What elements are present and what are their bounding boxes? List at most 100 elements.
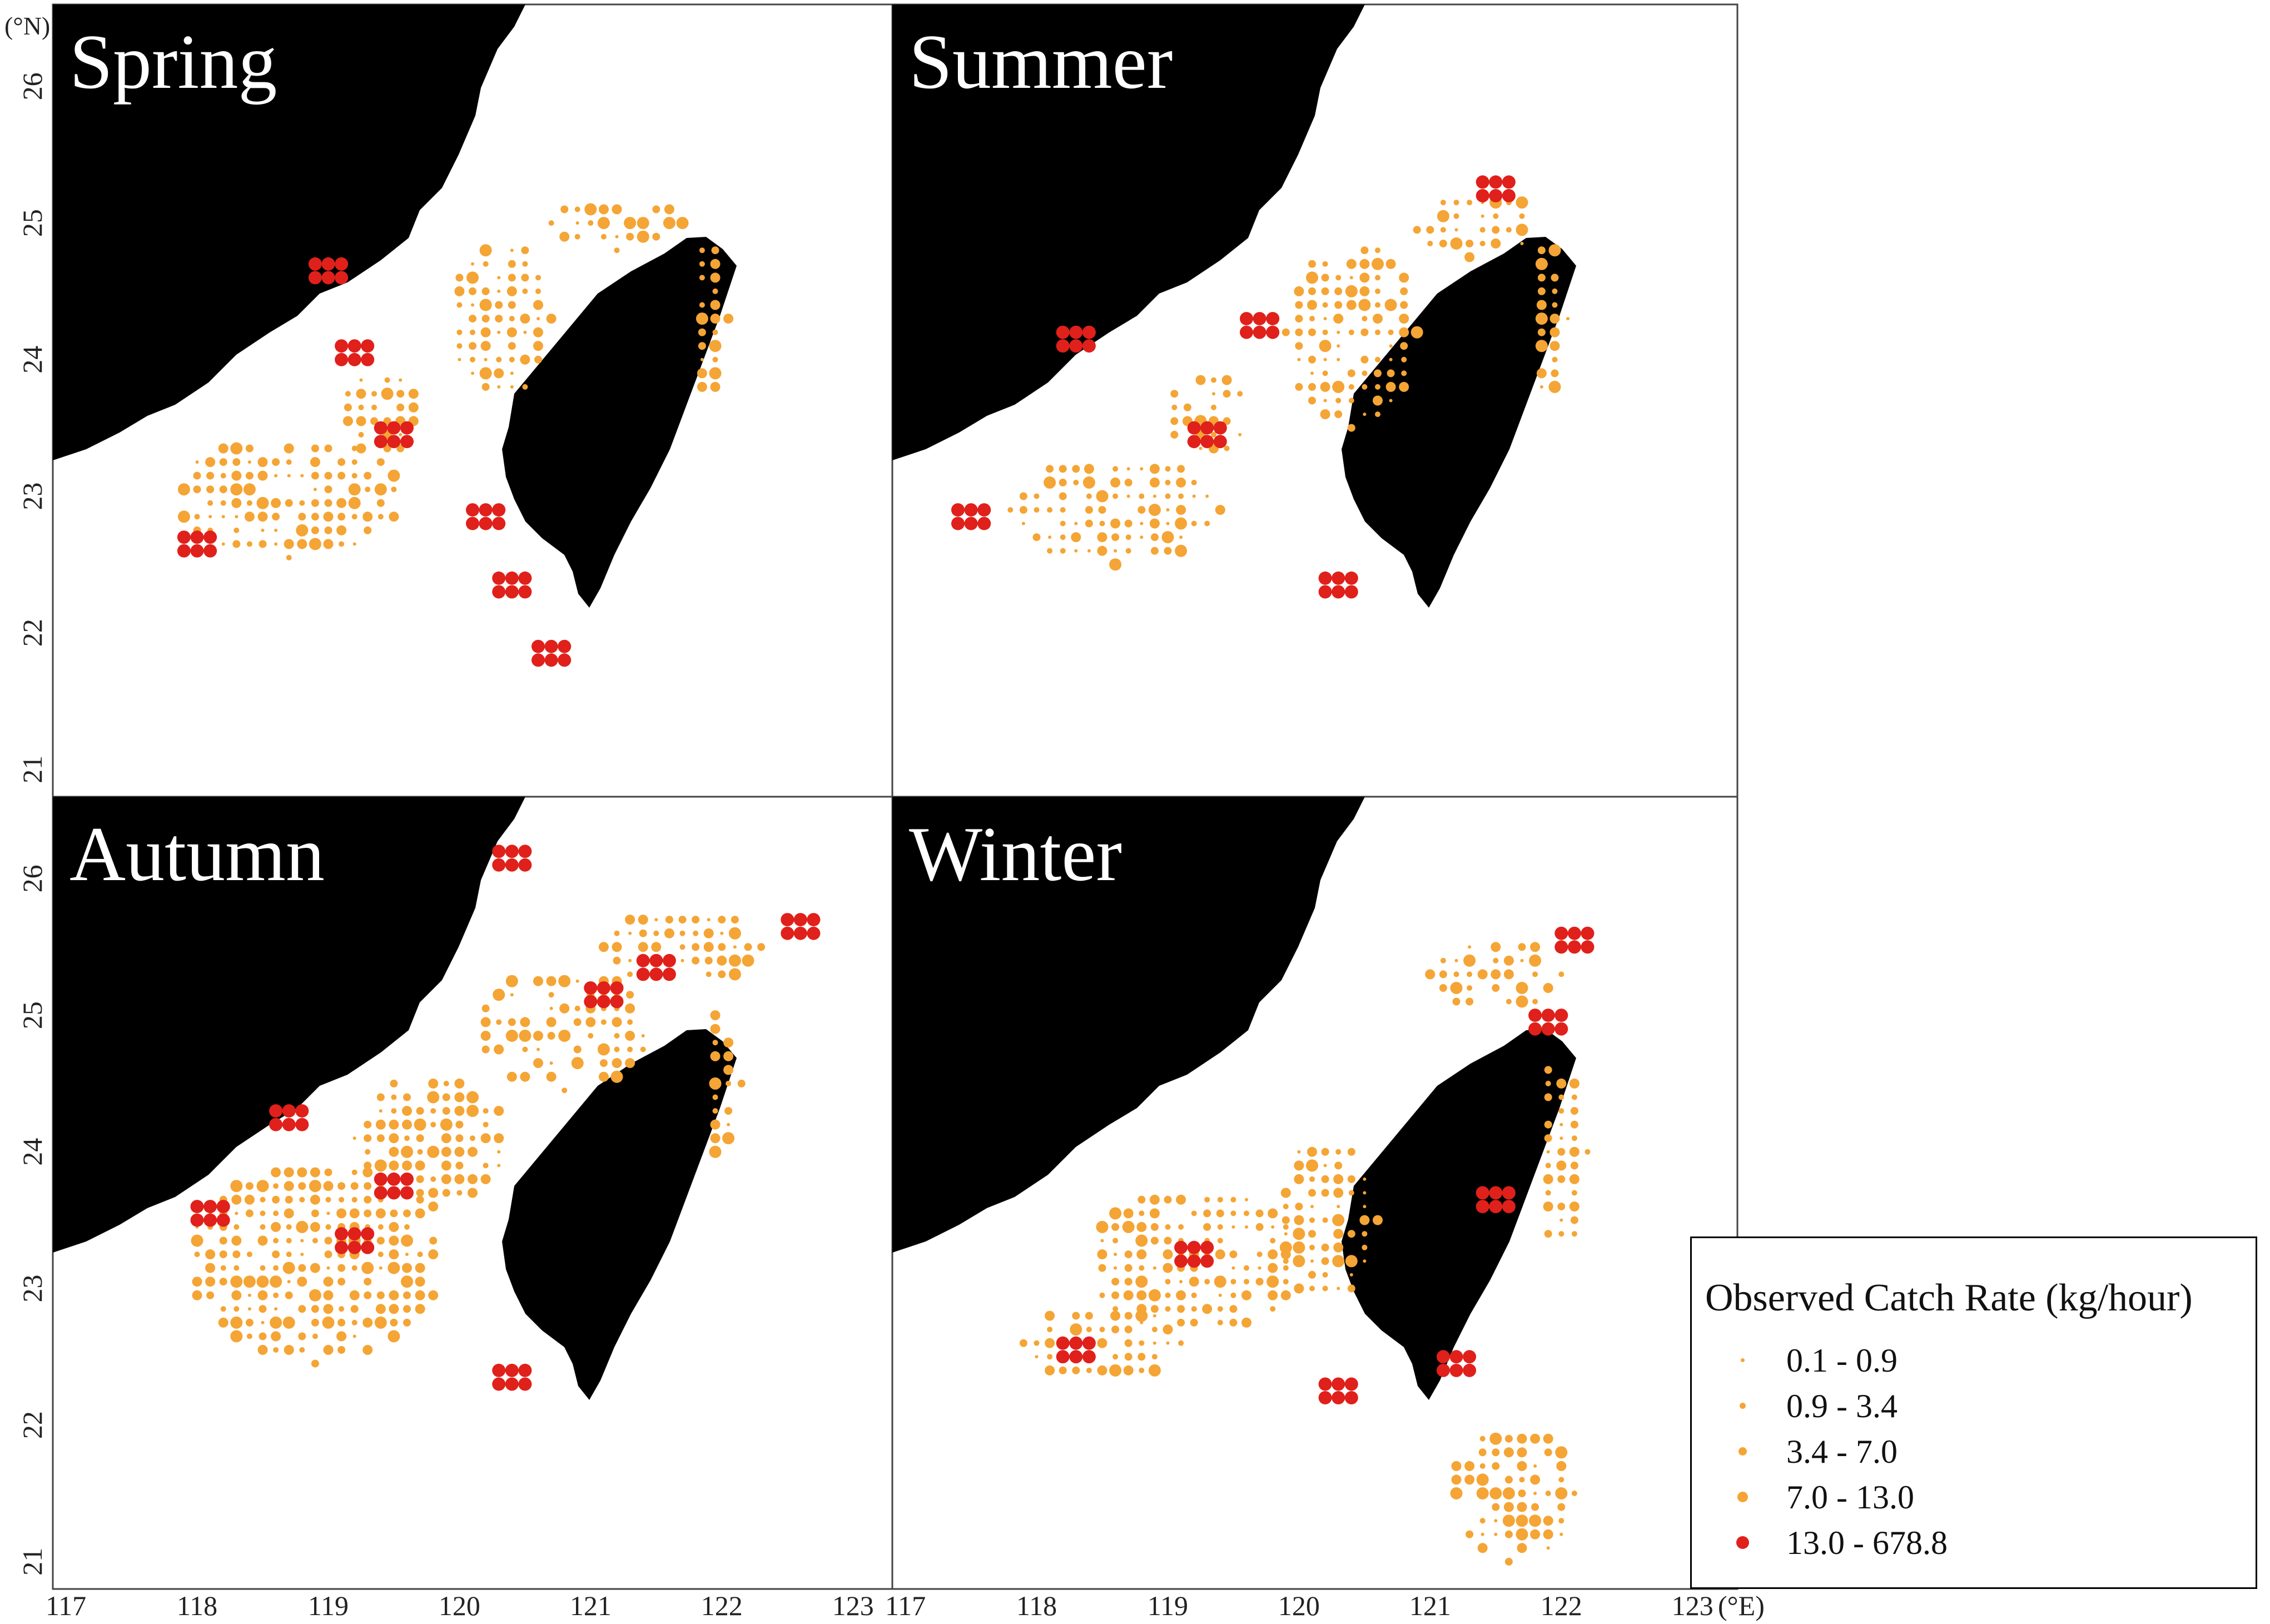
catch-point	[208, 515, 212, 519]
catch-point	[1548, 244, 1561, 257]
catch-point	[1337, 1287, 1340, 1290]
catch-point	[1229, 1250, 1238, 1259]
catch-point	[389, 1221, 399, 1232]
catch-point	[1491, 969, 1501, 980]
catch-point	[1211, 377, 1216, 383]
catch-point	[351, 473, 357, 479]
catch-point	[336, 525, 347, 535]
catch-point	[533, 300, 543, 310]
catch-point	[1346, 259, 1357, 269]
legend: Observed Catch Rate (kg/hour) 0.1 - 0.9 …	[1690, 1236, 2257, 1589]
catch-point	[1309, 1244, 1315, 1250]
catch-point	[1149, 477, 1160, 488]
catch-point	[298, 1332, 306, 1340]
catch-point	[221, 515, 225, 519]
catch-point	[298, 1264, 306, 1272]
catch-point	[720, 931, 724, 935]
catch-point	[699, 247, 705, 254]
catch-point-high	[466, 516, 479, 530]
catch-point	[1136, 1221, 1147, 1232]
catch-point-high	[1200, 435, 1214, 449]
catch-point	[441, 1174, 451, 1184]
catch-point	[1332, 1214, 1345, 1226]
catch-point-high	[347, 339, 361, 353]
catch-point-high	[190, 1213, 204, 1227]
catch-point	[1570, 1161, 1578, 1170]
catch-point-high	[492, 845, 506, 858]
catch-point	[220, 1306, 226, 1312]
catch-point	[1558, 1108, 1564, 1114]
catch-point	[415, 1277, 425, 1287]
catch-point	[324, 471, 332, 480]
catch-point	[1571, 1491, 1577, 1496]
catch-point	[1086, 1327, 1092, 1333]
catch-point	[1321, 1175, 1329, 1183]
catch-point	[391, 1094, 397, 1100]
catch-point-high	[1449, 1363, 1463, 1377]
catch-point	[257, 457, 268, 468]
catch-point	[1454, 228, 1458, 232]
catch-point	[1362, 1244, 1368, 1250]
catch-point-high	[1502, 1186, 1516, 1200]
catch-point	[1479, 227, 1486, 233]
catch-point	[352, 1136, 356, 1140]
catch-point	[1148, 1364, 1161, 1377]
catch-point	[348, 483, 361, 496]
catch-point	[351, 514, 357, 520]
catch-point	[546, 1071, 557, 1082]
legend-label: 0.1 - 0.9	[1786, 1342, 1898, 1379]
catch-point	[1221, 375, 1232, 385]
catch-point	[230, 1275, 243, 1288]
catch-point	[299, 1347, 305, 1353]
catch-point	[638, 915, 648, 925]
catch-point-high	[374, 1172, 388, 1186]
catch-point	[626, 991, 634, 999]
catch-point-high	[1056, 325, 1070, 339]
catch-point-high	[1581, 940, 1595, 954]
catch-point	[311, 444, 319, 453]
catch-point	[1112, 466, 1119, 472]
catch-point	[1308, 287, 1316, 295]
catch-point	[311, 1209, 319, 1218]
catch-point	[710, 1051, 721, 1061]
catch-point	[232, 1250, 241, 1259]
catch-point-high	[1463, 1363, 1477, 1377]
catch-point	[1170, 390, 1179, 398]
catch-point	[310, 457, 320, 468]
catch-point-high	[977, 503, 991, 517]
catch-point	[1178, 493, 1184, 499]
catch-point	[1517, 1502, 1527, 1512]
catch-point	[234, 527, 240, 533]
catch-point	[496, 356, 502, 362]
catch-point	[1191, 1292, 1197, 1298]
catch-point	[1464, 1461, 1475, 1471]
catch-point	[1400, 287, 1408, 295]
legend-dot	[1740, 1403, 1746, 1409]
catch-point	[261, 1320, 265, 1324]
catch-point	[664, 204, 674, 215]
catch-point	[483, 1121, 489, 1128]
catch-point	[401, 1145, 413, 1158]
catch-point	[1426, 226, 1434, 234]
catch-point	[520, 354, 530, 365]
catch-point	[510, 371, 514, 375]
catch-point	[193, 485, 201, 494]
catch-point	[574, 206, 580, 212]
catch-point	[697, 381, 707, 392]
catch-point	[256, 496, 269, 509]
catch-point	[1467, 200, 1473, 206]
catch-point	[351, 1169, 357, 1175]
lat-tick-label: 25	[17, 1001, 48, 1029]
catch-point	[494, 1133, 504, 1144]
catch-point	[598, 204, 609, 215]
catch-point	[284, 1345, 294, 1355]
catch-point	[246, 541, 252, 547]
catch-point	[520, 314, 530, 324]
catch-point	[364, 1291, 372, 1299]
catch-point	[1255, 1209, 1264, 1218]
catch-point-high	[1476, 1186, 1489, 1200]
catch-point-high	[466, 503, 479, 517]
catch-point	[396, 444, 405, 453]
catch-point	[1400, 342, 1408, 350]
